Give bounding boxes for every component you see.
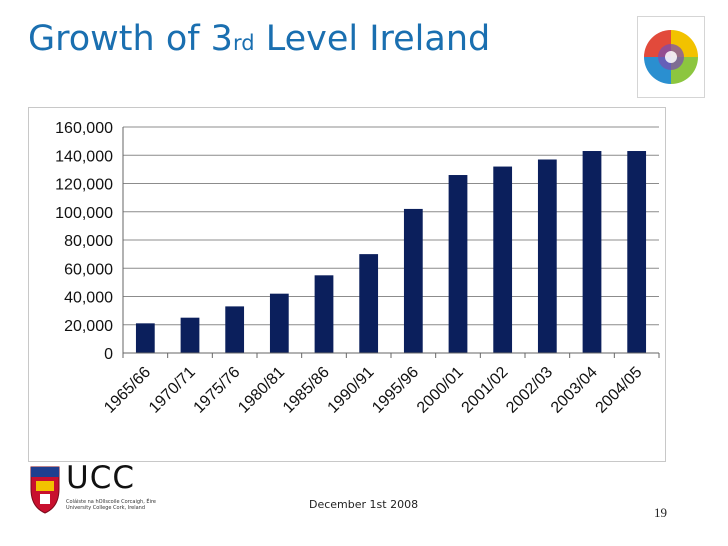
x-axis-labels: 1965/661970/711975/761980/811985/861990/… xyxy=(101,364,645,417)
chart-frame: 0 20,000 40,000 60,000 80,000 100,000 120,000 1… xyxy=(28,107,666,462)
page-number: 19 xyxy=(654,505,667,520)
swirl-logo xyxy=(637,16,705,98)
bar-1990-91 xyxy=(359,254,379,353)
y-tick-label: 40,000 xyxy=(64,290,113,307)
bar-2002-03 xyxy=(537,159,557,353)
title-superscript: rd xyxy=(232,31,255,55)
x-tick-label: 2004/05 xyxy=(593,364,646,417)
y-tick-label: 0 xyxy=(104,346,113,363)
bar-chart: 0 20,000 40,000 60,000 80,000 100,000 120,000 1… xyxy=(55,120,660,417)
bar-2003-04 xyxy=(582,151,602,353)
x-tick-label: 2001/02 xyxy=(459,364,512,417)
footer-date: December 1st 2008 xyxy=(309,498,419,511)
ucc-wordmark: UCC xyxy=(66,460,135,496)
y-tick-label: 160,000 xyxy=(55,120,113,137)
x-tick-label: 1970/71 xyxy=(146,364,199,417)
y-tick-label: 140,000 xyxy=(55,148,113,165)
bar-1995-96 xyxy=(403,208,423,353)
bar-2004-05 xyxy=(627,151,647,353)
ucc-subtitle-irish: Coláiste na hOllscoile Corcaigh, Éire xyxy=(66,499,156,505)
slide-title: Growth of 3rd Level Ireland xyxy=(28,22,490,57)
bar-2001-02 xyxy=(493,166,513,353)
x-tick-label: 1990/91 xyxy=(325,364,378,417)
x-tick-label: 1995/96 xyxy=(369,364,422,417)
y-tick-label: 120,000 xyxy=(55,177,113,194)
x-tick-label: 2002/03 xyxy=(503,364,556,417)
bar-1970-71 xyxy=(180,317,200,353)
bar-1975-76 xyxy=(225,306,245,353)
y-tick-label: 60,000 xyxy=(64,261,113,278)
x-tick-label: 2003/04 xyxy=(548,364,601,417)
bar-1965-66 xyxy=(135,323,155,353)
ucc-subtitle-english: University College Cork, Ireland xyxy=(66,505,146,511)
x-tick-label: 2000/01 xyxy=(414,364,467,417)
bar-1980-81 xyxy=(269,293,289,353)
y-tick-label: 80,000 xyxy=(64,233,113,250)
title-rest: Level Ireland xyxy=(254,19,491,59)
swirl-logo-icon xyxy=(644,30,698,84)
x-tick-label: 1980/81 xyxy=(235,364,288,417)
bar-2000-01 xyxy=(448,175,468,353)
bar-1985-86 xyxy=(314,275,334,353)
y-tick-label: 100,000 xyxy=(55,205,113,222)
ucc-logo: UCC Coláiste na hOllscoile Corcaigh, Éir… xyxy=(28,460,156,523)
x-tick-label: 1965/66 xyxy=(101,364,154,417)
y-tick-label: 20,000 xyxy=(64,318,113,335)
x-tick-label: 1985/86 xyxy=(280,364,333,417)
title-main: Growth of 3 xyxy=(28,19,233,59)
y-axis-labels: 0 20,000 40,000 60,000 80,000 100,000 120,000 1… xyxy=(55,120,113,363)
bars xyxy=(135,151,647,353)
crest-icon xyxy=(30,466,60,514)
gridlines xyxy=(123,126,659,326)
axes xyxy=(122,127,660,358)
x-tick-label: 1975/76 xyxy=(191,364,244,417)
